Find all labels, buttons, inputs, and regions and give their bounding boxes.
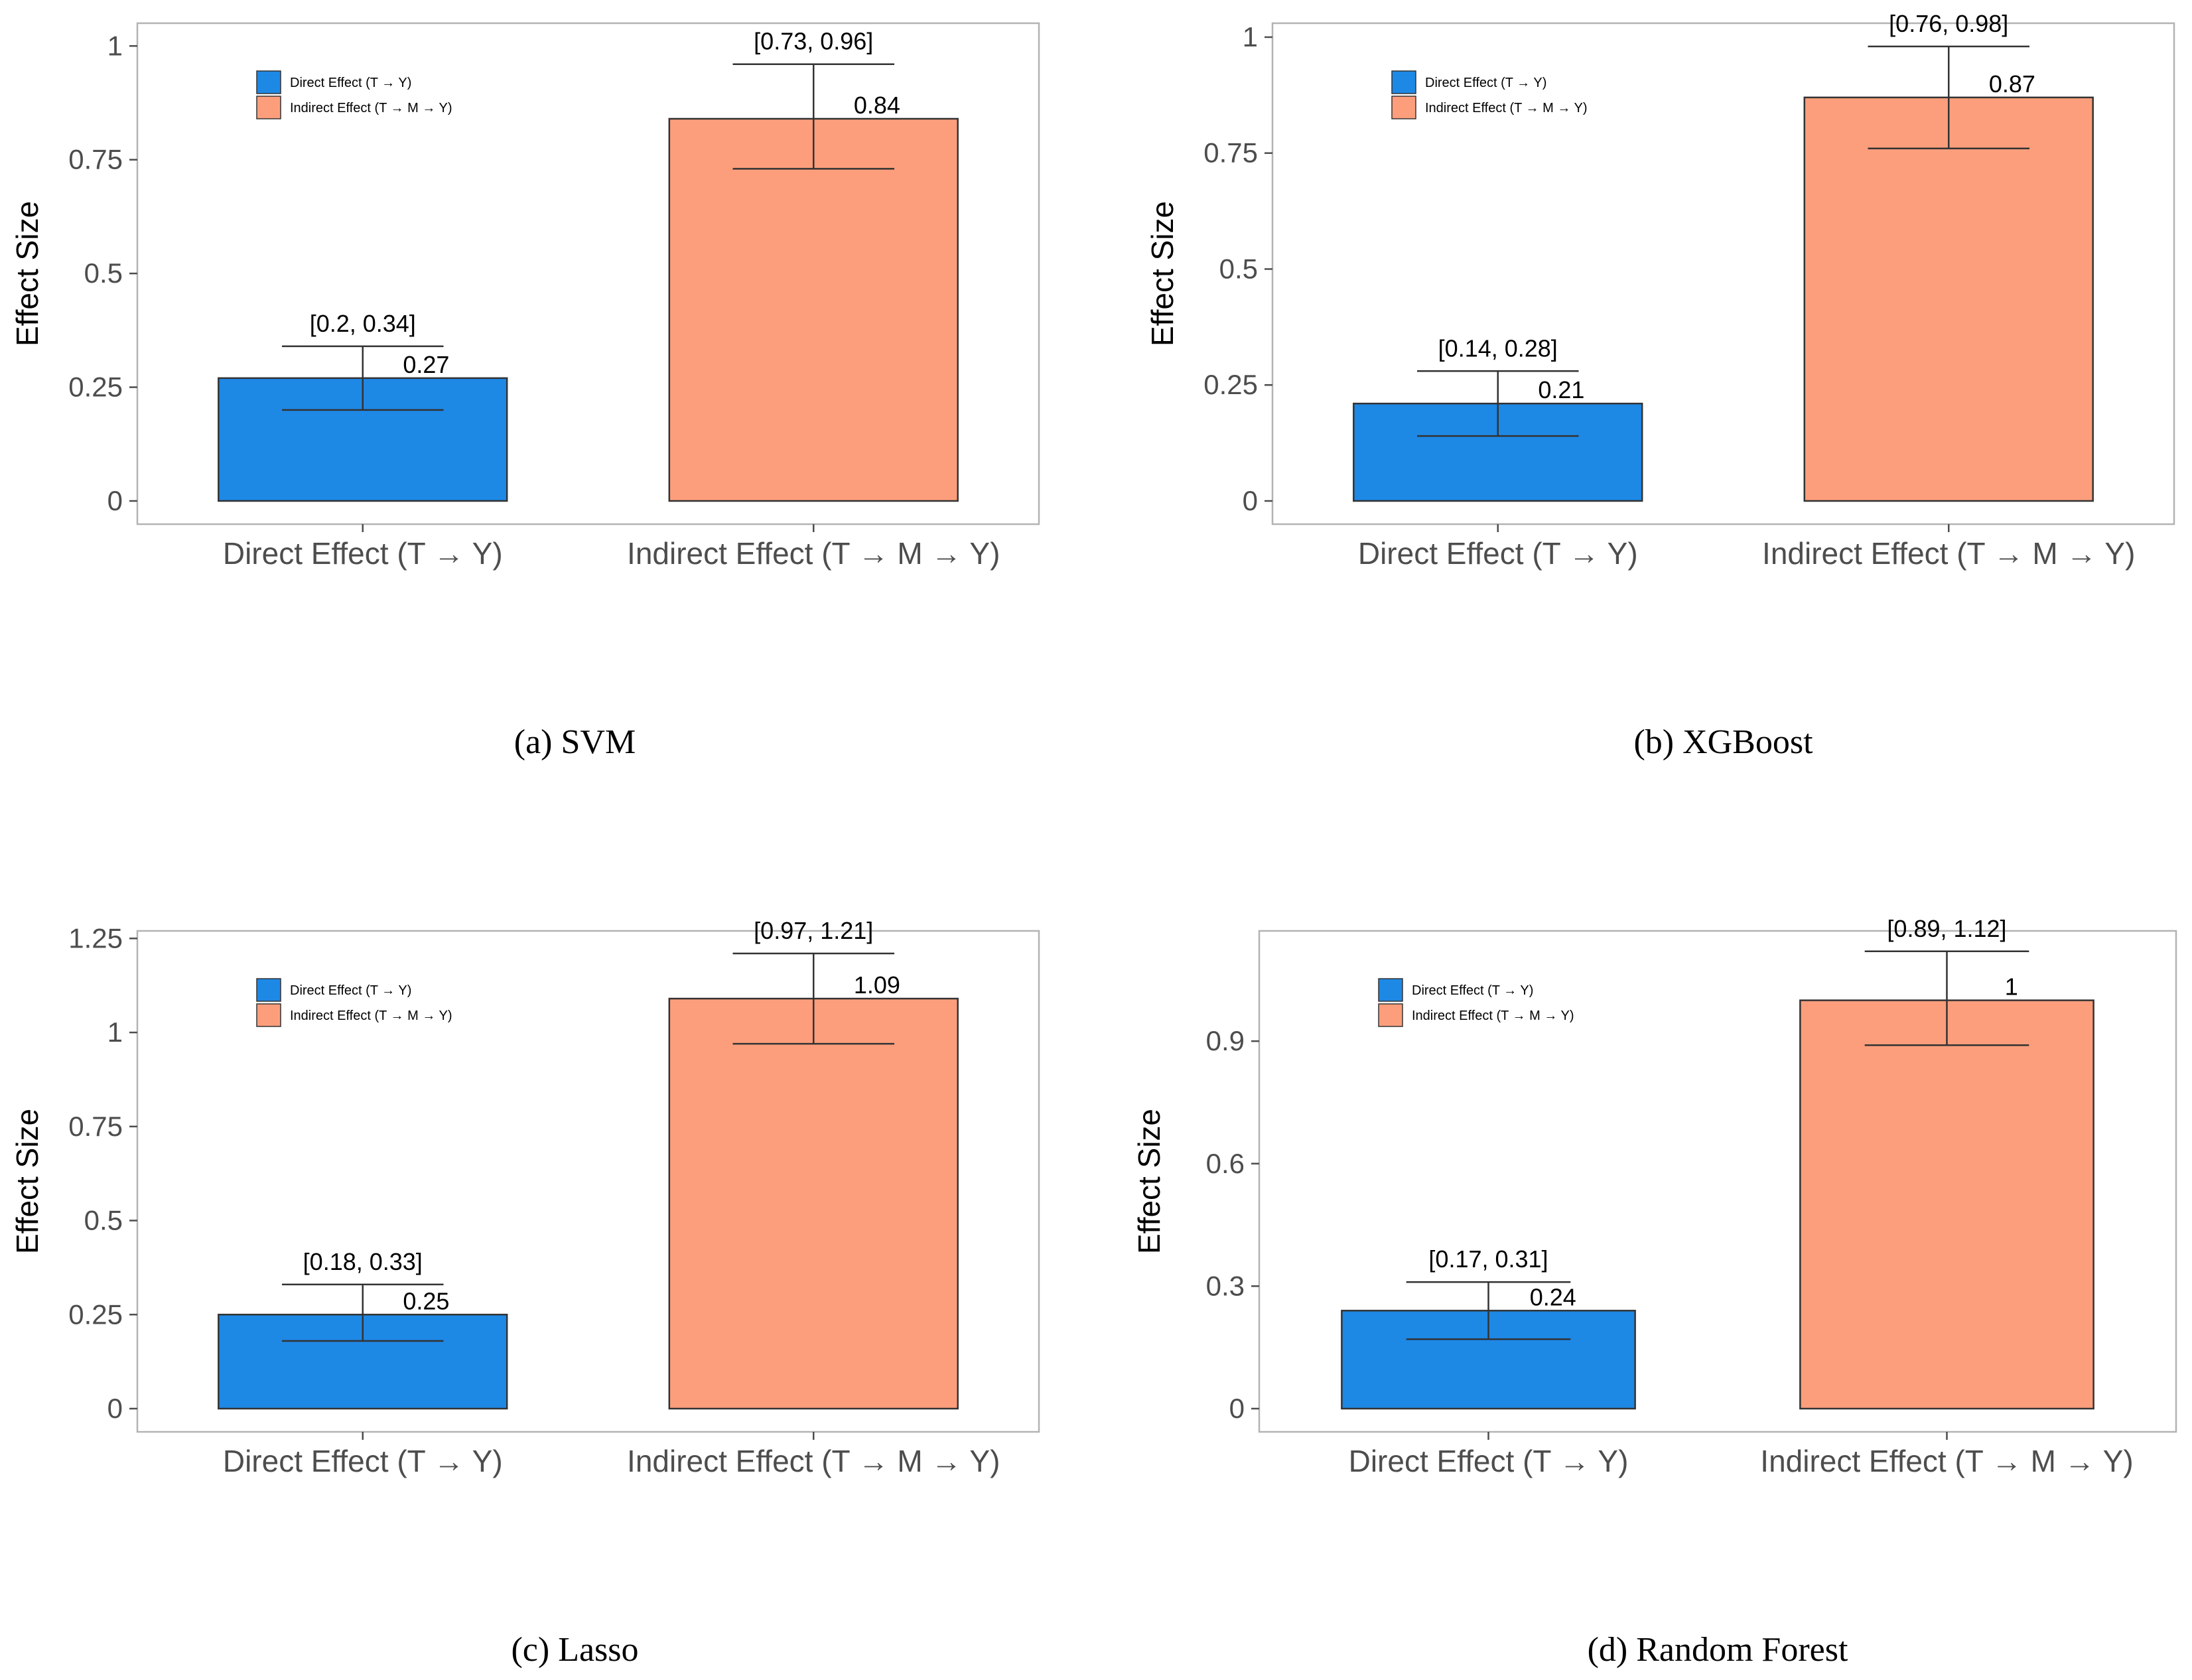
- legend-key-indirect: [256, 1003, 281, 1027]
- chart-panel-4: 0 0.3 0.6 0.9 Effect Size 0.24 [0.17, 0.31] Dir…: [1132, 915, 2177, 1669]
- y-tick-label: 1: [1243, 21, 1258, 52]
- x-tick-label: Direct Effect (T → Y): [223, 536, 503, 571]
- y-tick-label: 1.25: [68, 922, 123, 953]
- x-tick-label: Indirect Effect (T → M → Y): [1762, 536, 2135, 571]
- panel-caption: (a) SVM: [514, 723, 636, 761]
- y-tick-label: 0.5: [1219, 253, 1258, 284]
- y-tick-label: 0.3: [1206, 1270, 1245, 1301]
- legend-key-indirect: [1391, 96, 1416, 119]
- x-tick-label: Direct Effect (T → Y): [1349, 1444, 1629, 1478]
- legend-label: Indirect Effect (T → M → Y): [1425, 101, 1588, 115]
- plot-frame: [1271, 22, 2175, 525]
- ci-label: [0.97, 1.21]: [754, 917, 873, 944]
- y-tick-label: 0.75: [68, 1111, 123, 1142]
- legend-key-direct: [256, 70, 281, 94]
- bar-indirect: [1803, 96, 2094, 502]
- plot-frame: [136, 930, 1040, 1433]
- y-tick-label: 0.5: [84, 257, 123, 289]
- value-label: 0.21: [1538, 376, 1584, 403]
- value-label: 0.27: [403, 351, 449, 378]
- legend-key-direct: [1391, 70, 1416, 94]
- bar-indirect: [668, 117, 959, 502]
- x-tick-label: Indirect Effect (T → M → Y): [1760, 1444, 2133, 1478]
- y-tick-label: 1: [107, 1016, 123, 1048]
- y-tick-label: 0: [107, 485, 123, 516]
- y-tick-label: 0.5: [84, 1205, 123, 1236]
- y-axis-label: Effect Size: [10, 201, 44, 346]
- value-label: 0.84: [854, 92, 900, 119]
- y-axis-label: Effect Size: [1132, 1109, 1166, 1254]
- y-axis-label: Effect Size: [10, 1109, 44, 1254]
- legend-label: Direct Effect (T → Y): [290, 983, 411, 998]
- legend-label: Direct Effect (T → Y): [1412, 983, 1533, 998]
- legend-label: Indirect Effect (T → M → Y): [290, 101, 452, 115]
- x-tick-label: Direct Effect (T → Y): [223, 1444, 503, 1478]
- y-tick-label: 0.25: [68, 372, 123, 403]
- legend-label: Indirect Effect (T → M → Y): [290, 1009, 452, 1023]
- y-tick-label: 1: [107, 30, 123, 61]
- legend-label: Indirect Effect (T → M → Y): [1412, 1009, 1574, 1023]
- ci-label: [0.2, 0.34]: [310, 310, 416, 337]
- bar-indirect: [668, 997, 959, 1410]
- ci-label: [0.18, 0.33]: [303, 1248, 423, 1275]
- x-tick-label: Indirect Effect (T → M → Y): [627, 536, 1000, 571]
- chart-panel-1: 0 0.25 0.5 0.75 1 Effect Size 0.27 [0.2, 0.34] D…: [10, 22, 1040, 761]
- panel-caption: (d) Random Forest: [1588, 1631, 1848, 1669]
- value-label: 1: [2005, 973, 2018, 1001]
- y-tick-label: 0.75: [1203, 137, 1258, 169]
- y-tick-label: 0.6: [1206, 1148, 1245, 1179]
- value-label: 0.24: [1530, 1283, 1576, 1310]
- y-tick-label: 0: [1229, 1393, 1245, 1424]
- panel-caption: (c) Lasso: [511, 1631, 638, 1669]
- y-tick-label: 0: [1243, 485, 1258, 516]
- ci-label: [0.89, 1.12]: [1887, 915, 2006, 942]
- value-label: 0.25: [403, 1287, 449, 1314]
- legend-key-indirect: [256, 96, 281, 119]
- ci-label: [0.17, 0.31]: [1428, 1245, 1548, 1273]
- y-axis-label: Effect Size: [1145, 201, 1180, 346]
- value-label: 1.09: [854, 971, 900, 999]
- y-tick-label: 0.9: [1206, 1025, 1245, 1056]
- legend-key-indirect: [1378, 1003, 1403, 1027]
- x-tick-label: Indirect Effect (T → M → Y): [627, 1444, 1000, 1478]
- ci-label: [0.73, 0.96]: [754, 28, 873, 55]
- ci-label: [0.14, 0.28]: [1438, 334, 1558, 362]
- x-tick-label: Direct Effect (T → Y): [1358, 536, 1638, 571]
- y-tick-label: 0: [107, 1393, 123, 1424]
- chart-panel-3: 0 0.25 0.5 0.75 1 1.25 Effect Size 0.25 [0.18, 0…: [10, 917, 1040, 1669]
- y-tick-label: 0.25: [68, 1298, 123, 1330]
- chart-panel-2: 0 0.25 0.5 0.75 1 Effect Size 0.21 [0.14, 0.28]…: [1145, 10, 2175, 761]
- ci-label: [0.76, 0.98]: [1889, 10, 2008, 37]
- legend-label: Direct Effect (T → Y): [290, 76, 411, 90]
- legend-key-direct: [256, 978, 281, 1002]
- y-tick-label: 0.25: [1203, 369, 1258, 400]
- bar-indirect: [1799, 999, 2094, 1410]
- y-tick-label: 0.75: [68, 144, 123, 175]
- legend-key-direct: [1378, 978, 1403, 1002]
- panel-caption: (b) XGBoost: [1633, 723, 1813, 761]
- plot-frame: [1258, 930, 2177, 1433]
- value-label: 0.87: [1989, 70, 2035, 98]
- legend-label: Direct Effect (T → Y): [1425, 76, 1546, 90]
